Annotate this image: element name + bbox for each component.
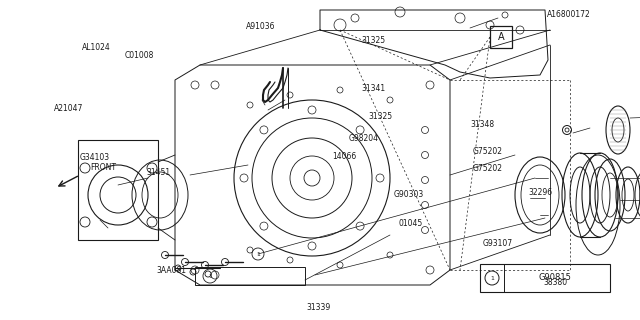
Text: 14066: 14066 <box>332 152 356 161</box>
Text: 1: 1 <box>208 274 212 278</box>
Text: 31325: 31325 <box>368 112 392 121</box>
Text: G90815: G90815 <box>539 274 572 283</box>
Text: 31341: 31341 <box>362 84 386 93</box>
Bar <box>490 26 512 48</box>
Text: 32296: 32296 <box>529 188 553 197</box>
Text: A91036: A91036 <box>246 22 276 31</box>
Polygon shape <box>175 65 450 285</box>
Text: 31339: 31339 <box>307 303 331 312</box>
Text: G34103: G34103 <box>79 153 110 162</box>
Text: G98204: G98204 <box>349 134 378 143</box>
Text: G93107: G93107 <box>483 239 513 248</box>
Bar <box>480 264 610 292</box>
Text: G75202: G75202 <box>472 147 502 156</box>
Text: C01008: C01008 <box>125 52 154 60</box>
Text: 01045: 01045 <box>399 219 423 228</box>
Bar <box>78 140 158 240</box>
Text: 31325: 31325 <box>362 36 386 45</box>
Text: 1: 1 <box>490 276 494 281</box>
Polygon shape <box>320 10 548 78</box>
Text: A: A <box>498 32 504 42</box>
Text: FRONT: FRONT <box>90 164 116 172</box>
Text: G90303: G90303 <box>393 190 424 199</box>
Text: 38380: 38380 <box>543 278 568 287</box>
Text: 3AA081: 3AA081 <box>157 266 186 275</box>
Text: 31348: 31348 <box>470 120 495 129</box>
Text: A16800172: A16800172 <box>547 10 590 19</box>
Text: AL1024: AL1024 <box>82 43 110 52</box>
Text: G75202: G75202 <box>472 164 502 173</box>
Text: 31451: 31451 <box>147 168 171 177</box>
Text: 1: 1 <box>256 252 260 257</box>
Bar <box>195 267 305 285</box>
Text: A21047: A21047 <box>54 104 84 113</box>
